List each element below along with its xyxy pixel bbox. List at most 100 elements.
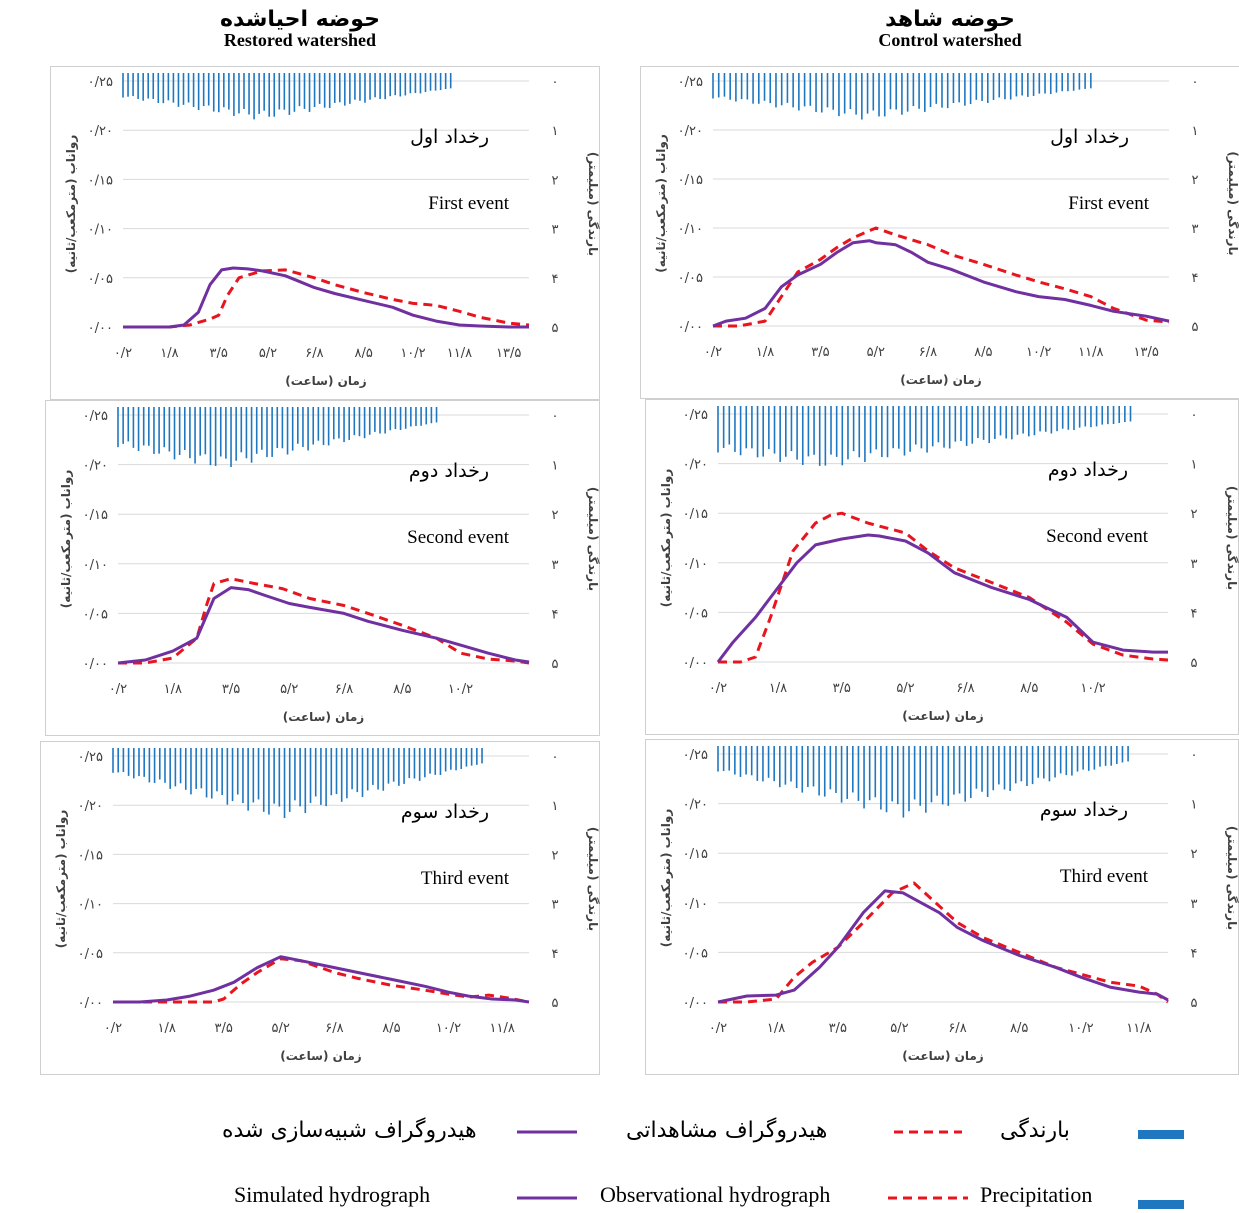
x-tick-label: ۱۱/۸ — [489, 1021, 514, 1036]
y2-tick-label: ۱ — [552, 459, 559, 474]
simulated-hydrograph-line — [123, 266, 529, 329]
y2-tick-label: ۱ — [552, 124, 559, 139]
legend-precip-label-en: Precipitation — [980, 1182, 1093, 1207]
y-tick-label: ۰/۰۰ — [83, 657, 108, 672]
y-tick-label: ۰/۱۵ — [78, 848, 103, 863]
legend-simulated-en: Simulated hydrograph — [234, 1182, 430, 1208]
simulated-hydrograph-line — [717, 889, 1169, 1004]
x-tick-label: ۸/۵ — [1020, 681, 1038, 696]
y-tick-label: ۰/۰۰ — [678, 320, 703, 335]
x-tick-label: ۱/۸ — [160, 346, 178, 361]
legend-observed-label-en: Observational hydrograph — [600, 1182, 831, 1207]
control-title-en: Control watershed — [878, 30, 1022, 51]
y2-axis-title: بارندگی (میلیمتر) — [586, 487, 600, 591]
legend: بارندگی هیدروگراف مشاهداتی هیدروگراف شبی… — [0, 1100, 1239, 1213]
y2-tick-label: ۵ — [1192, 320, 1199, 335]
restored-title-fa: حوضه احیاشده — [220, 7, 380, 32]
y-tick-label: ۰/۱۰ — [78, 898, 103, 913]
y-tick-label: ۰/۰۵ — [683, 606, 708, 621]
y-axis-title: رواناب (مترمکعب/ثانیه) — [59, 470, 74, 609]
x-axis-title: زمان (ساعت) — [283, 710, 365, 724]
y2-tick-label: ۲ — [1191, 507, 1198, 522]
legend-simulated-fa: هیدروگراف شبیه‌سازی شده — [222, 1118, 477, 1143]
x-axis-title: زمان (ساعت) — [900, 373, 982, 387]
x-tick-label: ۱/۸ — [756, 345, 774, 360]
legend-simulated-label-fa: هیدروگراف شبیه‌سازی شده — [222, 1118, 477, 1143]
y2-tick-label: ۵ — [1191, 996, 1198, 1011]
y2-axis-title: بارندگی (میلیمتر) — [1225, 826, 1239, 930]
y-tick-label: ۰/۱۵ — [683, 847, 708, 862]
y2-tick-label: ۴ — [552, 272, 559, 287]
y2-tick-label: ۵ — [552, 657, 559, 672]
y2-tick-label: ۴ — [552, 607, 559, 622]
y2-axis-title: بارندگی (میلیمتر) — [586, 152, 600, 256]
x-tick-label: ۸/۵ — [1010, 1021, 1028, 1036]
x-tick-label: ۱۳/۵ — [1134, 345, 1159, 360]
y-axis-title: رواناب (مترمکعب/ثانیه) — [54, 810, 69, 949]
y2-tick-label: ۱ — [552, 799, 559, 814]
event-label-en: Second event — [407, 527, 510, 548]
x-tick-label: ۱۱/۸ — [447, 346, 472, 361]
legend-simulated-swatch-en — [517, 1196, 577, 1200]
chart-svg: ۰/۰۰ ۰/۰۵ ۰/۱۰ ۰/۱۵ ۰/۲۰ ۰/۲۵ ۰ ۱ ۲ ۳ ۴ ۵ ۰/۲ ۱/۸ ۳/۵ ۵… — [659, 746, 1239, 1063]
event-label-en: First event — [1068, 193, 1149, 214]
y-axis-title: رواناب (مترمکعب/ثانیه) — [659, 469, 674, 608]
chart-restored-third-event: ۰/۰۰ ۰/۰۵ ۰/۱۰ ۰/۱۵ ۰/۲۰ ۰/۲۵ ۰ ۱ ۲ ۳ ۴ ۵ ۰/۲ ۱/۸ ۳/۵ ۵… — [40, 741, 600, 1075]
legend-simulated-label-en: Simulated hydrograph — [234, 1182, 431, 1207]
event-label-en: Second event — [1046, 526, 1149, 547]
x-tick-label: ۳/۵ — [215, 1021, 233, 1036]
y-tick-label: ۰/۱۵ — [678, 173, 703, 188]
x-tick-label: ۸/۵ — [974, 345, 992, 360]
y-tick-label: ۰/۱۰ — [678, 222, 703, 237]
x-tick-label: ۶/۸ — [919, 345, 937, 360]
x-tick-label: ۰/۲ — [109, 682, 127, 697]
x-tick-label: ۰/۲ — [114, 346, 132, 361]
chart-svg: ۰/۰۰ ۰/۰۵ ۰/۱۰ ۰/۱۵ ۰/۲۰ ۰/۲۵ ۰ ۱ ۲ ۳ ۴ ۵ ۰/۲ ۱/۸ ۳/۵ ۵… — [654, 73, 1239, 387]
x-tick-label: ۵/۲ — [280, 682, 298, 697]
y-tick-label: ۰/۰۵ — [83, 607, 108, 622]
x-tick-label: ۶/۸ — [305, 346, 323, 361]
y2-tick-label: ۰ — [552, 75, 559, 90]
chart-svg: ۰/۰۰ ۰/۰۵ ۰/۱۰ ۰/۱۵ ۰/۲۰ ۰/۲۵ ۰ ۱ ۲ ۳ ۴ ۵ ۰/۲ ۱/۸ ۳/۵ ۵… — [59, 407, 600, 724]
x-tick-label: ۸/۵ — [393, 682, 411, 697]
x-axis-title: زمان (ساعت) — [280, 1049, 362, 1063]
x-tick-label: ۱۰/۲ — [1026, 345, 1051, 360]
y2-axis-title: بارندگی (میلیمتر) — [1225, 486, 1239, 590]
x-tick-label: ۱۰/۲ — [436, 1021, 461, 1036]
y-tick-label: ۰/۰۵ — [678, 271, 703, 286]
legend-observed-swatch-fa — [894, 1130, 962, 1134]
y-axis-title: رواناب (مترمکعب/ثانیه) — [64, 135, 79, 274]
chart-restored-first-event: ۰/۰۰ ۰/۰۵ ۰/۱۰ ۰/۱۵ ۰/۲۰ ۰/۲۵ ۰ ۱ ۲ ۳ ۴ ۵ ۰/۲ ۱/۸ ۳/۵ ۵… — [50, 66, 600, 400]
x-tick-label: ۱/۸ — [767, 1021, 785, 1036]
event-label-en: Third event — [421, 868, 510, 889]
x-axis-title: زمان (ساعت) — [902, 709, 984, 723]
y-tick-label: ۰/۲۰ — [683, 798, 708, 813]
y-tick-label: ۰/۱۰ — [683, 897, 708, 912]
x-tick-label: ۰/۲ — [704, 345, 722, 360]
y2-tick-label: ۵ — [552, 996, 559, 1011]
restored-watershed-title: حوضه احیاشده Restored watershed — [170, 8, 430, 50]
legend-observed-en: Observational hydrograph — [600, 1182, 830, 1208]
x-tick-label: ۶/۸ — [335, 682, 353, 697]
x-tick-label: ۰/۲ — [709, 1021, 727, 1036]
chart-control-second-event: ۰/۰۰ ۰/۰۵ ۰/۱۰ ۰/۱۵ ۰/۲۰ ۰/۲۵ ۰ ۱ ۲ ۳ ۴ ۵ ۰/۲ ۱/۸ ۳/۵ ۵… — [645, 399, 1239, 735]
y-tick-label: ۰/۰۰ — [683, 996, 708, 1011]
x-tick-label: ۳/۵ — [811, 345, 829, 360]
simulated-hydrograph-line — [113, 955, 530, 1004]
y2-tick-label: ۲ — [1191, 847, 1198, 862]
y-tick-label: ۰/۲۰ — [83, 459, 108, 474]
y2-tick-label: ۱ — [1191, 458, 1198, 473]
y-tick-label: ۰/۲۰ — [78, 799, 103, 814]
chart-control-first-event: ۰/۰۰ ۰/۰۵ ۰/۱۰ ۰/۱۵ ۰/۲۰ ۰/۲۵ ۰ ۱ ۲ ۳ ۴ ۵ ۰/۲ ۱/۸ ۳/۵ ۵… — [640, 66, 1239, 399]
chart-svg: ۰/۰۰ ۰/۰۵ ۰/۱۰ ۰/۱۵ ۰/۲۰ ۰/۲۵ ۰ ۱ ۲ ۳ ۴ ۵ ۰/۲ ۱/۸ ۳/۵ ۵… — [54, 748, 600, 1063]
simulated-hydrograph-line — [117, 586, 530, 665]
y-tick-label: ۰/۰۵ — [88, 272, 113, 287]
y2-tick-label: ۱ — [1191, 798, 1198, 813]
legend-simulated-swatch-fa — [517, 1130, 577, 1134]
y2-tick-label: ۰ — [552, 409, 559, 424]
y2-axis-title: بارندگی (میلیمتر) — [586, 827, 600, 931]
simulated-hydrograph-line — [716, 533, 1168, 663]
observed-hydrograph-line — [123, 268, 530, 329]
y2-tick-label: ۳ — [1191, 557, 1198, 572]
y-tick-label: ۰/۱۵ — [88, 173, 113, 188]
